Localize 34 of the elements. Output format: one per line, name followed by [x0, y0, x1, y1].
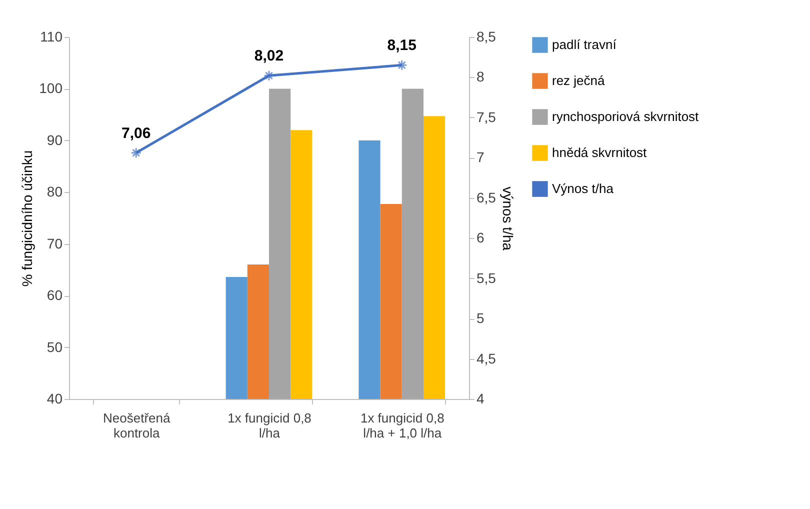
legend-label: Výnos t/ha [552, 181, 614, 196]
y-tick-label: 40 [46, 390, 63, 406]
y2-tick-label: 4,5 [476, 350, 496, 366]
y-tick-label: 80 [46, 184, 63, 200]
data-label: 7,06 [122, 124, 151, 142]
point [396, 60, 408, 71]
y-tick-label: 60 [46, 287, 63, 304]
legend-label: rynchosporiová skvrnitost [552, 109, 700, 124]
data-label: 8,15 [387, 37, 416, 54]
y2-tick-label: 7 [476, 149, 484, 166]
point [130, 147, 142, 158]
x-tick-label: Neošetřená kontrola [103, 410, 171, 440]
x-tick-label: 1x fungicid 0,8 l/ha + 1,0 l/ha [360, 410, 444, 440]
point [264, 70, 274, 82]
y-tick-label: 100 [39, 80, 63, 96]
y2-tick-label: 5,5 [476, 270, 496, 286]
y-tick-label: 110 [40, 28, 63, 44]
legend-label: hnědá skvrnitost [552, 145, 648, 160]
y-tick-label: 90 [46, 132, 63, 148]
y2-tick-label: 4 [476, 390, 484, 406]
y2-tick-label: 6 [476, 230, 484, 246]
y2-tick-label: 8 [476, 68, 484, 85]
data-label: 8,02 [254, 48, 284, 65]
y2-tick-label: 8,5 [476, 28, 496, 44]
legend-label: padlí travní [552, 37, 617, 52]
y2-tick-label: 7,5 [476, 108, 496, 125]
y-tick-label: 50 [46, 338, 63, 355]
legend-label: rez ječná [552, 73, 606, 88]
y2-tick-label: 6,5 [476, 189, 496, 206]
y2-axis-title: výnos t/ha [500, 186, 516, 251]
x-tick-label: 1x fungicid 0,8 l/ha [228, 410, 312, 440]
y-tick-label: 70 [46, 235, 63, 252]
y-axis-title: % fungicidního účinku [19, 150, 36, 287]
y2-tick-label: 5 [476, 310, 484, 326]
